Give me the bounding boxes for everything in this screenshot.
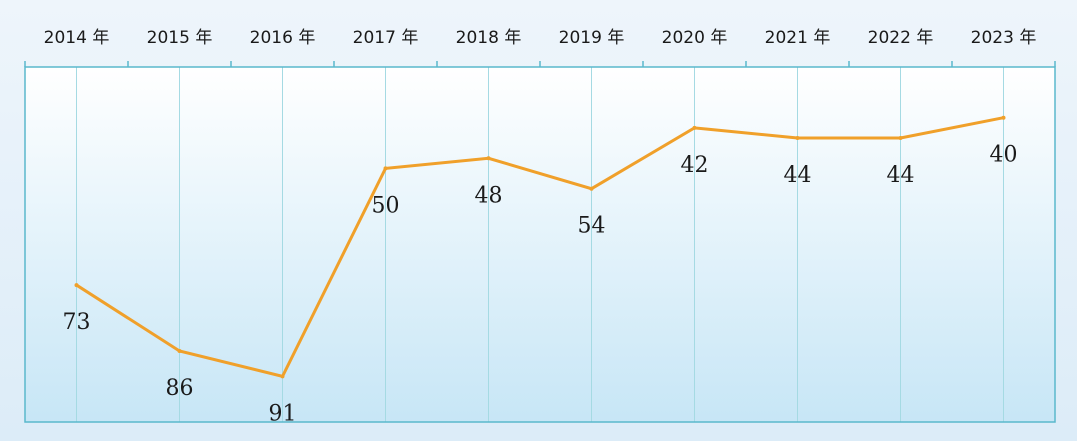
data-point bbox=[692, 125, 697, 130]
series-line-group bbox=[74, 115, 1006, 379]
data-label: 48 bbox=[475, 183, 503, 208]
data-label: 50 bbox=[372, 193, 400, 218]
x-tick-label: 2014 年 bbox=[44, 28, 110, 48]
x-tick-label: 2016 年 bbox=[250, 28, 316, 48]
x-tick-label: 2015 年 bbox=[147, 28, 213, 48]
x-tick-label: 2021 年 bbox=[765, 28, 831, 48]
data-point bbox=[898, 136, 903, 140]
data-point bbox=[280, 374, 285, 379]
data-point bbox=[486, 156, 491, 161]
x-axis-labels: 2014 年 2015 年 2016 年 2017 年 2018 年 2019 年 2020… bbox=[44, 28, 1037, 48]
data-point bbox=[74, 283, 79, 288]
data-point bbox=[795, 136, 800, 140]
data-point bbox=[383, 166, 388, 171]
data-point bbox=[589, 186, 594, 191]
data-label: 44 bbox=[784, 163, 812, 188]
x-tick-label: 2018 年 bbox=[456, 28, 522, 48]
data-label: 73 bbox=[63, 310, 91, 335]
grid-lines bbox=[76, 67, 1004, 422]
data-label: 54 bbox=[578, 214, 606, 239]
data-labels: 73 86 91 50 48 54 42 44 44 40 bbox=[63, 143, 1018, 427]
x-tick-label: 2023 年 bbox=[971, 28, 1037, 48]
data-label: 91 bbox=[269, 401, 297, 426]
data-point bbox=[1001, 115, 1006, 120]
series-line bbox=[75, 116, 1004, 379]
x-tick-label: 2020 年 bbox=[662, 28, 728, 48]
x-tick-label: 2017 年 bbox=[353, 28, 419, 48]
chart-frame bbox=[24, 61, 1056, 423]
data-label: 86 bbox=[166, 376, 194, 401]
data-label: 44 bbox=[887, 163, 915, 188]
data-label: 40 bbox=[990, 143, 1018, 168]
x-tick-label: 2022 年 bbox=[868, 28, 934, 48]
data-point bbox=[177, 349, 182, 353]
plot-background bbox=[25, 67, 1055, 422]
x-tick-label: 2019 年 bbox=[559, 28, 625, 48]
data-label: 42 bbox=[681, 153, 709, 178]
